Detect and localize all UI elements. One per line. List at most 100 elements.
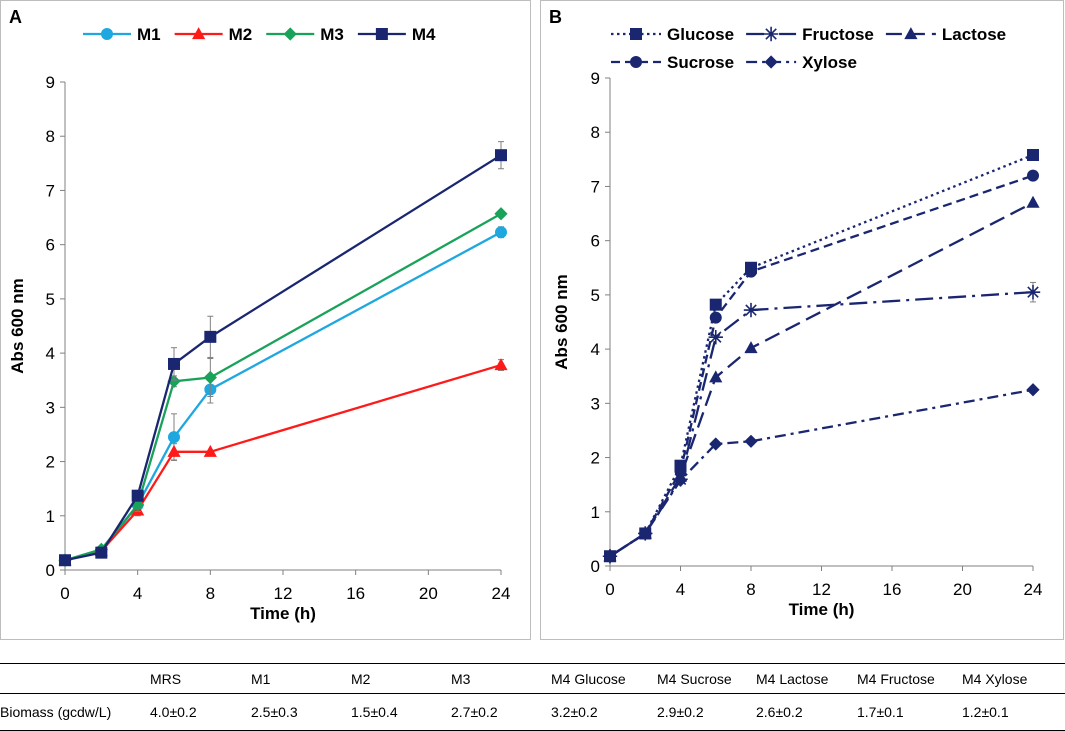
table-header-cell: MRS: [150, 670, 182, 687]
data-point: [709, 311, 722, 324]
series-sucrose: [604, 169, 1039, 563]
y-tick-label: 3: [46, 398, 55, 417]
data-point: [167, 444, 181, 457]
data-point: [167, 374, 181, 388]
legend-label: M3: [320, 25, 344, 44]
table-cell: 2.7±0.2: [451, 704, 498, 720]
series-line: [609, 388, 1034, 558]
legend-label: M1: [137, 25, 161, 44]
data-point: [204, 330, 217, 343]
series-glucose: [604, 148, 1039, 563]
y-tick-label: 4: [591, 340, 600, 359]
table-cell: 2.9±0.2: [657, 704, 704, 720]
table-header-cell: M4 Xylose: [962, 670, 1028, 687]
table-header-cell: M4 Lactose: [756, 670, 829, 687]
legend-marker: [375, 28, 388, 40]
data-point: [709, 437, 723, 451]
legend-marker: [192, 27, 206, 40]
table-header-cell: [0, 664, 150, 694]
panel-letter: A: [9, 7, 22, 27]
panel-a: A 0 1 2 3 4 5 6 7 8 9 0 4 8 12 16 20 24 Time (h) Abs 600 nm…: [0, 0, 531, 640]
y-tick-label: 2: [591, 449, 600, 468]
data-point: [638, 526, 652, 541]
x-tick-label: 12: [274, 584, 293, 603]
series-m4: [59, 141, 507, 567]
series-m2: [58, 358, 508, 566]
panel-letter: B: [549, 7, 562, 27]
table-cell: 1.5±0.4: [351, 704, 398, 720]
y-tick-label: 2: [46, 453, 55, 472]
y-tick-label: 6: [591, 232, 600, 251]
biomass-table: MRS M1 M2 M3 M4 Glucose M4 Sucrose M4 La…: [0, 663, 1065, 731]
legend-label: Sucrose: [667, 53, 734, 72]
data-point: [709, 370, 723, 383]
x-axis-title: Time (h): [250, 604, 316, 623]
legend-marker: [630, 56, 642, 68]
table-header-cell: M2: [351, 670, 371, 687]
data-point: [495, 226, 507, 239]
data-point: [673, 473, 688, 487]
data-point: [59, 554, 71, 567]
table-cell: 4.0±0.2: [150, 704, 197, 720]
legend-marker: [630, 28, 642, 40]
row-label: Biomass (gcdw/L): [0, 704, 112, 720]
legend-label: M4: [412, 25, 436, 44]
x-tick-label: 12: [812, 580, 831, 599]
data-point: [1026, 195, 1040, 208]
data-point: [168, 431, 180, 444]
y-tick-label: 6: [46, 236, 55, 255]
legend-marker: [101, 28, 113, 40]
data-point: [203, 444, 217, 457]
y-tick-label: 9: [591, 69, 600, 88]
legend-label: Fructose: [802, 25, 874, 44]
series-xylose: [603, 383, 1040, 563]
table-header-cell: M4 Fructose: [857, 670, 935, 687]
table-header-cell: M4 Glucose: [551, 670, 626, 687]
data-point: [131, 489, 144, 502]
table-row: Biomass (gcdw/L) 4.0±0.2 2.5±0.3 1.5±0.4…: [0, 694, 1065, 731]
y-tick-label: 0: [46, 561, 55, 580]
y-tick-label: 4: [46, 344, 55, 363]
x-tick-label: 20: [419, 584, 438, 603]
legend-marker: [283, 27, 297, 41]
data-point: [495, 149, 507, 162]
table-header-cell: M3: [451, 670, 471, 687]
series-line: [64, 363, 502, 562]
y-tick-label: 5: [46, 290, 55, 309]
data-point: [603, 549, 617, 563]
legend-label: Glucose: [667, 25, 734, 44]
y-tick-label: 7: [591, 177, 600, 196]
legend-label: Xylose: [802, 53, 857, 72]
data-point: [1027, 169, 1039, 182]
data-point: [1027, 148, 1039, 161]
series-line: [609, 201, 1034, 558]
series-lactose: [603, 195, 1040, 562]
x-tick-label: 20: [953, 580, 972, 599]
data-point: [494, 358, 508, 371]
table-cell: 2.6±0.2: [756, 704, 803, 720]
data-point: [95, 546, 108, 559]
series-line: [64, 154, 502, 562]
data-point: [745, 265, 757, 278]
y-tick-label: 1: [46, 507, 55, 526]
x-tick-label: 16: [883, 580, 902, 599]
data-point: [1025, 284, 1041, 300]
data-point: [744, 341, 758, 354]
series-line: [609, 291, 1034, 558]
table-header-cell: M1: [251, 670, 271, 687]
y-tick-label: 8: [591, 123, 600, 142]
table-cell: 3.2±0.2: [551, 704, 598, 720]
data-point: [744, 434, 758, 448]
data-point: [743, 302, 759, 318]
x-axis-title: Time (h): [789, 600, 855, 619]
x-tick-label: 0: [60, 584, 69, 603]
x-tick-label: 16: [346, 584, 365, 603]
legend-marker: [764, 55, 778, 69]
panel-b: B 0 1 2 3 4 5 6 7 8 9 0 4 8 12 16 20 24 Time (h) Abs 600 nm…: [540, 0, 1064, 640]
x-tick-label: 8: [206, 584, 215, 603]
series-line: [609, 174, 1034, 558]
data-point: [203, 370, 217, 385]
legend-marker: [763, 26, 779, 42]
table-cell: 1.7±0.1: [857, 704, 904, 720]
